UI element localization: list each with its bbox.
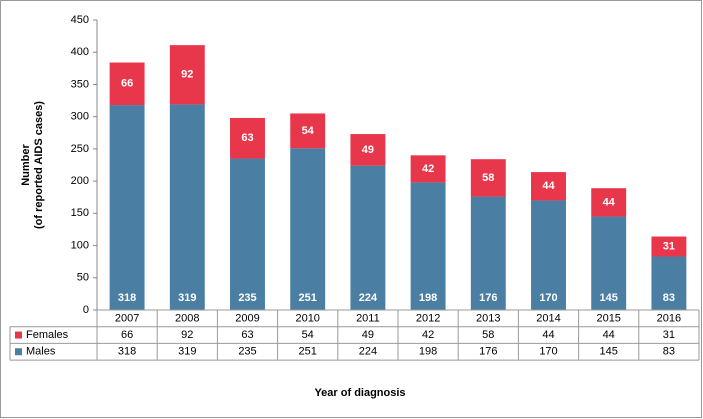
x-tick-label: 2008 <box>175 312 199 324</box>
x-tick-label: 2010 <box>295 312 319 324</box>
x-tick-label: 2016 <box>657 312 681 324</box>
bar-segment <box>350 165 386 310</box>
y-tick-label: 100 <box>71 239 89 251</box>
x-axis-label: Year of diagnosis <box>314 387 405 399</box>
y-tick-label: 0 <box>83 304 89 316</box>
y-axis-label: Number (of reported AIDS cases) <box>20 101 45 229</box>
data-label: 235 <box>238 292 256 304</box>
data-label: 42 <box>422 163 434 175</box>
bar-segment <box>651 256 687 310</box>
table-cell: 66 <box>121 329 133 341</box>
table-cell: 251 <box>299 346 317 358</box>
bar-segment <box>350 134 386 166</box>
x-tick-label: 2012 <box>416 312 440 324</box>
data-label: 319 <box>178 292 196 304</box>
bar-segment <box>109 62 145 106</box>
data-label: 198 <box>419 292 437 304</box>
y-tick-label: 350 <box>71 78 89 90</box>
table-cell: 170 <box>539 346 557 358</box>
data-label: 83 <box>663 292 675 304</box>
x-tick-label: 2011 <box>356 312 380 324</box>
x-tick-label: 2009 <box>235 312 259 324</box>
table-cell: 176 <box>479 346 497 358</box>
data-label: 176 <box>479 292 497 304</box>
y-tick-label: 400 <box>71 46 89 58</box>
bar-segment <box>410 182 446 310</box>
bar-segment <box>230 117 265 159</box>
x-tick-label: 2013 <box>476 312 500 324</box>
x-tick-label: 2015 <box>596 312 620 324</box>
y-axis-label-line: (of reported AIDS cases) <box>33 101 45 229</box>
legend-label: Females <box>26 329 69 341</box>
y-tick-label: 250 <box>71 143 89 155</box>
y-tick-label: 200 <box>71 175 89 187</box>
data-label: 170 <box>539 292 557 304</box>
table-cell: 235 <box>238 346 256 358</box>
legend-swatch <box>15 331 22 339</box>
table-cell: 31 <box>663 329 675 341</box>
table-cell: 145 <box>600 346 618 358</box>
table-cell: 44 <box>542 329 554 341</box>
bar-segment <box>290 113 326 149</box>
data-label: 44 <box>542 180 555 192</box>
bar-segment <box>531 172 566 201</box>
bar-segment <box>230 158 265 310</box>
y-tick-label: 50 <box>77 272 89 284</box>
table-cell: 319 <box>178 346 196 358</box>
y-tick-label: 450 <box>71 14 89 26</box>
bar-segment <box>109 105 145 310</box>
data-label: 145 <box>600 292 618 304</box>
bar-segment <box>591 188 627 217</box>
bar-segment <box>470 159 506 197</box>
bar-segment <box>410 155 446 183</box>
table-cell: 198 <box>419 346 437 358</box>
data-label: 58 <box>482 172 494 184</box>
table-cell: 49 <box>362 329 374 341</box>
y-axis-label-line: Number <box>20 144 32 186</box>
data-label: 318 <box>118 292 136 304</box>
data-label: 92 <box>181 69 193 81</box>
table-cell: 44 <box>603 329 615 341</box>
legend-label: Males <box>26 346 56 358</box>
data-label: 66 <box>121 78 133 90</box>
data-label: 44 <box>603 196 616 208</box>
data-label: 224 <box>359 292 378 304</box>
bar-segment <box>591 216 627 310</box>
data-label: 31 <box>663 240 675 252</box>
data-label: 54 <box>302 125 315 137</box>
bar-segment <box>651 236 687 257</box>
table-cell: 83 <box>663 346 675 358</box>
legend-swatch <box>15 348 22 356</box>
data-label: 63 <box>241 132 253 144</box>
bar-segment <box>290 148 326 310</box>
bar-segment <box>470 196 506 310</box>
table-cell: 58 <box>482 329 494 341</box>
table-cell: 42 <box>422 329 434 341</box>
x-tick-label: 2007 <box>115 312 139 324</box>
data-label: 251 <box>299 292 317 304</box>
table-cell: 54 <box>302 329 314 341</box>
table-cell: 63 <box>241 329 253 341</box>
bar-segment <box>169 104 205 310</box>
x-tick-label: 2014 <box>536 312 560 324</box>
table-cell: 224 <box>359 346 377 358</box>
y-tick-label: 150 <box>71 207 89 219</box>
table-cell: 318 <box>118 346 136 358</box>
y-tick-label: 300 <box>71 111 89 123</box>
bar-segment <box>169 45 205 105</box>
table-cell: 92 <box>181 329 193 341</box>
bar-segment <box>531 200 566 310</box>
data-label: 49 <box>362 144 374 156</box>
